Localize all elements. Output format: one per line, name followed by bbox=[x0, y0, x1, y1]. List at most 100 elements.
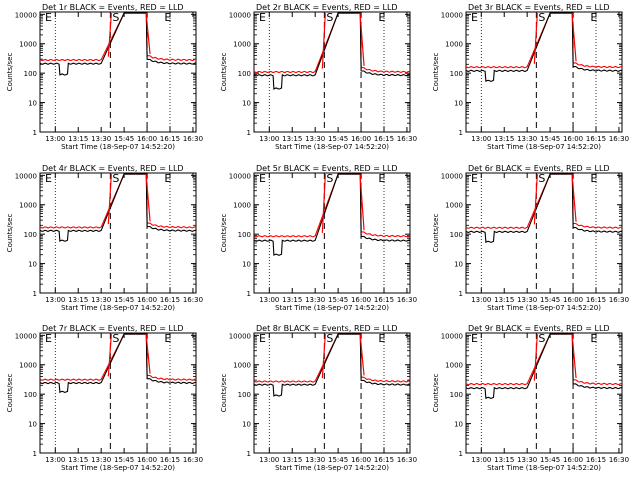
lld-rise bbox=[107, 334, 112, 377]
lld-fall bbox=[145, 13, 151, 55]
x-tick-label: 15:45 bbox=[328, 135, 348, 143]
plot-frame bbox=[39, 172, 197, 294]
plot-title: Det 5r BLACK = Events, RED = LLD bbox=[256, 164, 398, 173]
y-axis-label: Counts/sec bbox=[220, 53, 228, 92]
x-axis-label: Start Time (18-Sep-07 14:52:20) bbox=[61, 143, 175, 151]
y-tick-label: 10000 bbox=[441, 332, 463, 340]
x-tick-label: 16:15 bbox=[160, 135, 180, 143]
y-tick-label: 1000 bbox=[19, 41, 37, 49]
panel-det-5r: Det 5r BLACK = Events, RED = LLD Counts/s… bbox=[220, 164, 417, 312]
lld-rise bbox=[533, 334, 538, 381]
interval-marker: E bbox=[378, 11, 385, 24]
y-tick-label: 10000 bbox=[229, 11, 251, 19]
interval-marker: E bbox=[471, 332, 478, 345]
y-tick-label: 10000 bbox=[441, 172, 463, 180]
y-tick-label: 1000 bbox=[19, 362, 37, 370]
x-tick-label: 13:00 bbox=[45, 456, 65, 464]
y-tick-label: 10000 bbox=[15, 11, 37, 19]
y-tick-label: 10 bbox=[28, 421, 37, 429]
interval-marker: E bbox=[471, 11, 478, 24]
y-tick-label: 1000 bbox=[445, 202, 463, 210]
panel-det-6r: Det 6r BLACK = Events, RED = LLD Counts/s… bbox=[432, 164, 629, 312]
interval-marker: S bbox=[326, 332, 333, 345]
y-tick-label: 1 bbox=[33, 450, 37, 458]
y-tick-label: 1 bbox=[33, 290, 37, 298]
x-tick-label: 16:30 bbox=[397, 456, 417, 464]
lld-fall bbox=[571, 174, 577, 222]
x-tick-label: 13:30 bbox=[91, 135, 111, 143]
panel-det-1r: Det 1r BLACK = Events, RED = LLD Counts/s… bbox=[6, 3, 203, 151]
x-tick-label: 16:15 bbox=[586, 296, 606, 304]
x-tick-label: 15:45 bbox=[328, 296, 348, 304]
x-tick-label: 13:00 bbox=[471, 296, 491, 304]
lld-rise bbox=[533, 174, 538, 225]
x-tick-label: 16:00 bbox=[351, 135, 371, 143]
panel-det-4r: Det 4r BLACK = Events, RED = LLD Counts/s… bbox=[6, 164, 203, 312]
events-line bbox=[253, 333, 411, 397]
x-tick-label: 13:15 bbox=[68, 456, 88, 464]
y-tick-label: 10000 bbox=[15, 172, 37, 180]
x-tick-label: 16:00 bbox=[351, 456, 371, 464]
x-tick-label: 15:45 bbox=[328, 456, 348, 464]
interval-marker: E bbox=[471, 172, 478, 185]
y-tick-label: 100 bbox=[24, 231, 37, 239]
x-tick-label: 16:00 bbox=[137, 296, 157, 304]
plot-title: Det 4r BLACK = Events, RED = LLD bbox=[42, 164, 184, 173]
x-axis-label: Start Time (18-Sep-07 14:52:20) bbox=[275, 304, 389, 312]
x-tick-label: 16:15 bbox=[160, 296, 180, 304]
x-tick-label: 13:30 bbox=[305, 456, 325, 464]
y-tick-label: 10000 bbox=[15, 332, 37, 340]
x-axis-label: Start Time (18-Sep-07 14:52:20) bbox=[487, 304, 601, 312]
events-line bbox=[465, 333, 623, 400]
plot-title: Det 2r BLACK = Events, RED = LLD bbox=[256, 3, 398, 12]
plot-title: Det 6r BLACK = Events, RED = LLD bbox=[468, 164, 610, 173]
y-tick-label: 100 bbox=[238, 391, 251, 399]
plot-frame bbox=[465, 332, 623, 454]
x-tick-label: 16:30 bbox=[609, 135, 629, 143]
interval-marker: E bbox=[45, 332, 52, 345]
plot-frame bbox=[39, 332, 197, 454]
interval-marker: S bbox=[326, 11, 333, 24]
y-tick-label: 1 bbox=[459, 290, 463, 298]
plot-frame bbox=[253, 172, 411, 294]
events-line bbox=[39, 173, 197, 243]
x-tick-label: 16:15 bbox=[586, 456, 606, 464]
interval-marker: S bbox=[538, 172, 545, 185]
plot-title: Det 9r BLACK = Events, RED = LLD bbox=[468, 324, 610, 333]
interval-marker: E bbox=[590, 172, 597, 185]
y-tick-label: 10 bbox=[28, 261, 37, 269]
y-tick-label: 10 bbox=[28, 100, 37, 108]
plot-frame bbox=[39, 11, 197, 133]
x-tick-label: 13:00 bbox=[45, 296, 65, 304]
y-tick-label: 10 bbox=[242, 261, 251, 269]
y-tick-label: 10000 bbox=[441, 11, 463, 19]
y-tick-label: 100 bbox=[450, 231, 463, 239]
lld-rise bbox=[107, 13, 112, 57]
x-tick-label: 13:00 bbox=[45, 135, 65, 143]
y-tick-label: 10 bbox=[242, 421, 251, 429]
interval-marker: E bbox=[259, 11, 266, 24]
panel-det-2r: Det 2r BLACK = Events, RED = LLD Counts/s… bbox=[220, 3, 417, 151]
x-tick-label: 16:00 bbox=[351, 296, 371, 304]
x-tick-label: 15:45 bbox=[114, 456, 134, 464]
interval-marker: S bbox=[538, 332, 545, 345]
y-tick-label: 10 bbox=[454, 261, 463, 269]
y-axis-label: Counts/sec bbox=[6, 53, 14, 92]
x-tick-label: 13:00 bbox=[259, 135, 279, 143]
lld-fall bbox=[145, 334, 151, 374]
y-tick-label: 1 bbox=[459, 450, 463, 458]
lld-rise bbox=[321, 13, 326, 69]
x-tick-label: 16:30 bbox=[609, 296, 629, 304]
x-tick-label: 13:00 bbox=[471, 456, 491, 464]
interval-marker: S bbox=[326, 172, 333, 185]
x-tick-label: 13:30 bbox=[91, 296, 111, 304]
x-tick-label: 13:30 bbox=[517, 296, 537, 304]
panel-det-7r: Det 7r BLACK = Events, RED = LLD Counts/s… bbox=[6, 324, 203, 472]
y-tick-label: 1 bbox=[247, 290, 251, 298]
interval-marker: E bbox=[378, 332, 385, 345]
x-tick-label: 13:15 bbox=[282, 296, 302, 304]
x-tick-label: 15:45 bbox=[540, 296, 560, 304]
lld-fall bbox=[571, 13, 577, 62]
interval-marker: E bbox=[164, 172, 171, 185]
y-tick-label: 10 bbox=[454, 421, 463, 429]
